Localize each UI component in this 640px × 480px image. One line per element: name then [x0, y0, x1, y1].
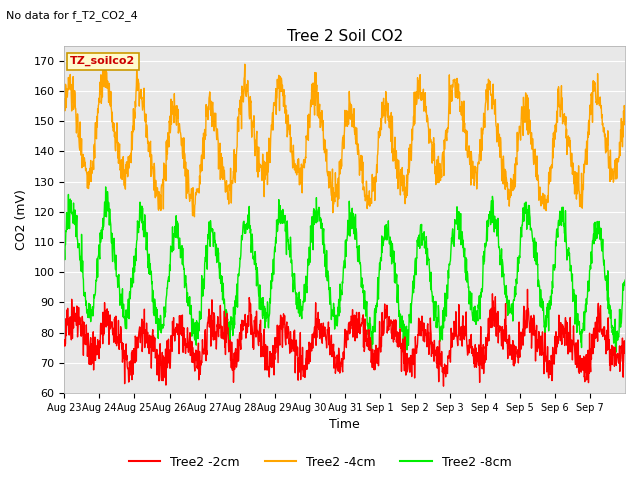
Tree2 -2cm [560, 326, 568, 332]
Tree2 -2cm [319, 320, 327, 326]
Legend: Tree2 -2cm, Tree2 -4cm, Tree2 -8cm: Tree2 -2cm, Tree2 -4cm, Tree2 -8cm [124, 451, 516, 474]
Tree2 -4cm [100, 56, 108, 62]
Tree2 -4cm [148, 164, 156, 170]
Y-axis label: CO2 (mV): CO2 (mV) [15, 189, 28, 250]
Tree2 -2cm [524, 287, 531, 292]
Text: TZ_soilco2: TZ_soilco2 [70, 56, 135, 66]
Tree2 -8cm [614, 334, 622, 339]
Line: Tree2 -4cm: Tree2 -4cm [65, 59, 625, 217]
X-axis label: Time: Time [330, 419, 360, 432]
Tree2 -4cm [191, 214, 198, 220]
Tree2 -8cm [320, 226, 328, 232]
Tree2 -4cm [621, 113, 629, 119]
Tree2 -4cm [614, 159, 622, 165]
Tree2 -2cm [148, 347, 156, 353]
Tree2 -8cm [477, 294, 485, 300]
Tree2 -4cm [331, 198, 339, 204]
Text: No data for f_T2_CO2_4: No data for f_T2_CO2_4 [6, 10, 138, 21]
Tree2 -4cm [477, 125, 485, 131]
Line: Tree2 -2cm: Tree2 -2cm [65, 289, 625, 386]
Tree2 -4cm [320, 136, 328, 142]
Tree2 -2cm [61, 337, 68, 343]
Title: Tree 2 Soil CO2: Tree 2 Soil CO2 [287, 29, 403, 44]
Tree2 -4cm [61, 96, 68, 102]
Tree2 -8cm [148, 299, 156, 304]
Tree2 -8cm [621, 277, 629, 283]
Tree2 -4cm [560, 112, 568, 118]
Tree2 -2cm [330, 365, 338, 371]
Tree2 -2cm [477, 362, 485, 368]
Tree2 -8cm [559, 204, 567, 210]
Tree2 -8cm [61, 248, 68, 253]
Tree2 -8cm [102, 184, 109, 190]
Tree2 -2cm [440, 383, 447, 389]
Tree2 -2cm [621, 342, 629, 348]
Tree2 -8cm [612, 349, 620, 355]
Line: Tree2 -8cm: Tree2 -8cm [65, 187, 625, 352]
Tree2 -2cm [614, 359, 622, 365]
Tree2 -8cm [330, 305, 338, 311]
